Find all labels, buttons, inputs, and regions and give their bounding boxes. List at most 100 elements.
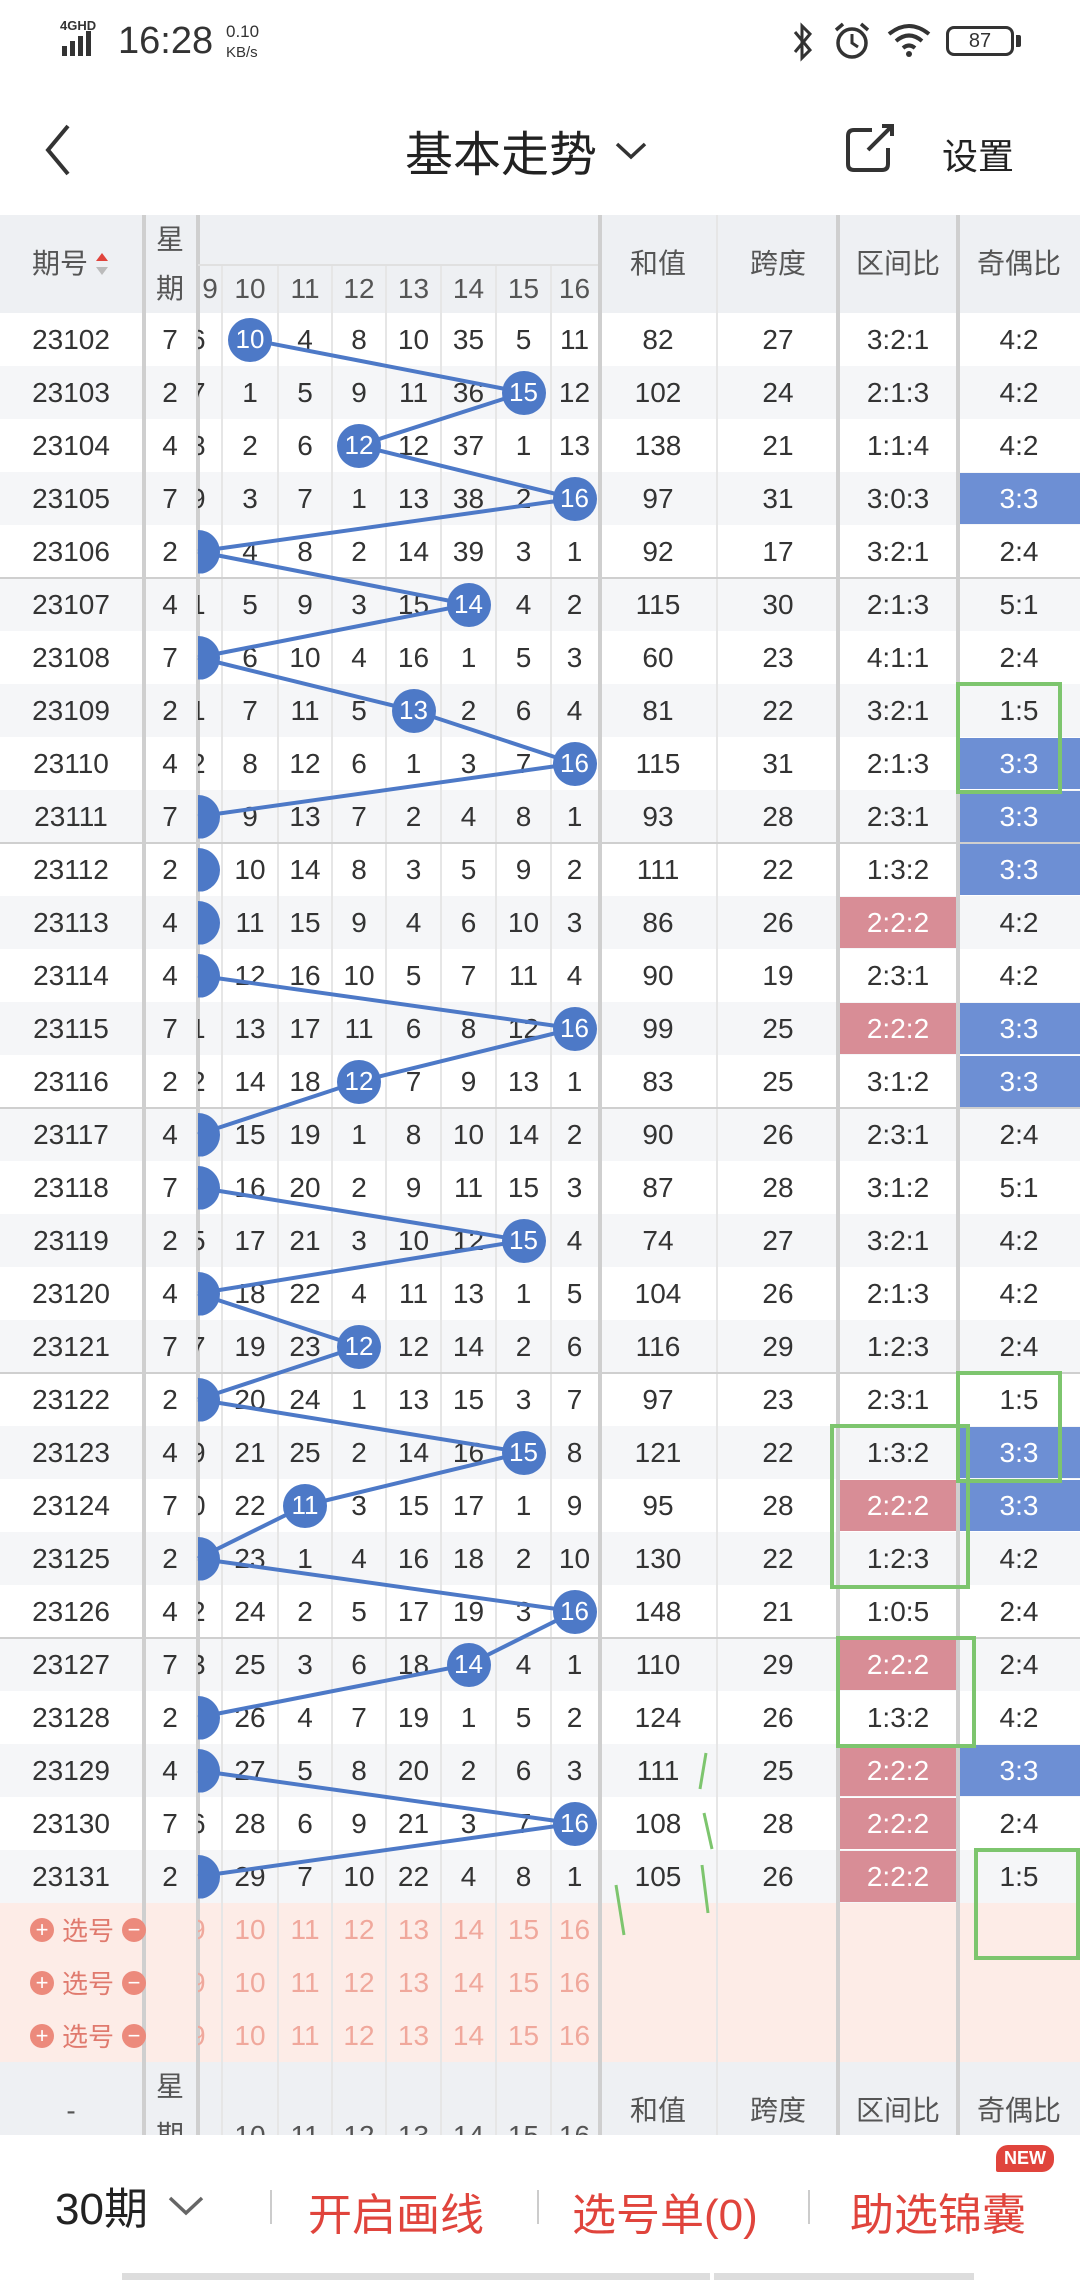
- number-cell: 10: [289, 641, 321, 673]
- number-header: 15: [507, 272, 540, 304]
- pick-number[interactable]: 13: [397, 1966, 430, 1998]
- parity-highlight: [960, 791, 1080, 842]
- number-cell: 2: [566, 1118, 583, 1150]
- number-ball: 16: [552, 1801, 597, 1846]
- interval-highlight: [840, 1851, 956, 1902]
- minus-icon[interactable]: −: [122, 1917, 147, 1942]
- period-label: 30期: [55, 2185, 148, 2234]
- plus-icon[interactable]: +: [30, 1970, 54, 1995]
- plus-icon[interactable]: +: [30, 1917, 54, 1942]
- parity-highlight: [960, 1480, 1080, 1531]
- pick-number[interactable]: 14: [452, 2019, 485, 2051]
- number-ball-partial: [198, 1271, 220, 1316]
- annotation-box: [956, 1371, 1062, 1483]
- pick-list-button[interactable]: 选号单(0): [572, 2191, 758, 2240]
- issue-cell: 23113: [33, 906, 109, 938]
- bluetooth-icon: [793, 22, 813, 62]
- pick-number[interactable]: 16: [558, 1913, 591, 1945]
- pick-number[interactable]: 13: [397, 1913, 430, 1945]
- number-cell: 2: [460, 694, 477, 726]
- annotation-box: [956, 682, 1062, 794]
- number-cell: 5: [515, 1701, 532, 1733]
- pick-number[interactable]: 15: [507, 2019, 540, 2051]
- pick-number[interactable]: 15: [507, 1913, 540, 1945]
- pick-number[interactable]: 11: [290, 1913, 320, 1945]
- number-cell: 6: [242, 641, 258, 673]
- share-icon[interactable]: [842, 120, 898, 176]
- week-cell: 2: [162, 1860, 178, 1892]
- span-cell: 19: [762, 959, 794, 991]
- issue-cell: 23124: [32, 1489, 110, 1521]
- number-cell: 7: [351, 1701, 367, 1733]
- plus-icon[interactable]: +: [30, 2023, 54, 2048]
- sum-cell: 93: [642, 800, 674, 832]
- pick-number[interactable]: 14: [452, 1966, 485, 1998]
- number-cell: 3: [566, 1171, 583, 1203]
- footer-interval-header: 区间比: [855, 2095, 940, 2126]
- number-ball: 16: [552, 476, 597, 521]
- interval-cell: 2:1:3: [866, 747, 930, 779]
- interval-cell: 2:1:3: [866, 376, 930, 408]
- pick-number[interactable]: 10: [234, 1966, 266, 1998]
- number-cell: 9: [351, 1807, 367, 1839]
- helper-button[interactable]: 助选锦囊: [850, 2191, 1026, 2240]
- number-cell: 9: [242, 800, 258, 832]
- pick-number[interactable]: 14: [452, 1913, 485, 1945]
- number-cell: 4: [515, 1648, 532, 1680]
- pick-number[interactable]: 16: [558, 2019, 591, 2051]
- number-cell: 4: [566, 1224, 583, 1256]
- number-cell: 25: [289, 1436, 321, 1468]
- number-ball: 13: [391, 688, 436, 733]
- sort-icon: [96, 253, 108, 275]
- number-cell: 13: [397, 1383, 430, 1415]
- minus-icon[interactable]: −: [122, 2023, 147, 2048]
- pick-row-control: + 选号 −: [30, 2009, 154, 2062]
- pick-number[interactable]: 10: [234, 1913, 266, 1945]
- span-cell: 30: [762, 588, 794, 620]
- number-cell: 12: [558, 376, 591, 408]
- back-icon[interactable]: [40, 122, 76, 178]
- pick-number[interactable]: 15: [507, 1966, 540, 1998]
- issue-header-label: 期号: [31, 248, 88, 279]
- draw-line-button[interactable]: 开启画线: [308, 2191, 484, 2240]
- number-cell: 17: [289, 1012, 321, 1044]
- number-cell: 8: [351, 1754, 367, 1786]
- span-cell: 31: [762, 747, 794, 779]
- pick-number[interactable]: 12: [343, 1913, 375, 1945]
- pick-number[interactable]: 12: [343, 1966, 375, 1998]
- week-cell: 4: [162, 747, 178, 779]
- issue-cell: 23123: [32, 1436, 110, 1468]
- pick-number[interactable]: 11: [290, 1966, 320, 1998]
- pick-number[interactable]: 11: [290, 2019, 320, 2051]
- issue-header[interactable]: 期号: [0, 215, 142, 313]
- number-cell: 37: [452, 429, 485, 461]
- issue-cell: 23102: [32, 323, 110, 355]
- number-cell: 6: [351, 1648, 367, 1680]
- number-cell: 4: [351, 1277, 367, 1309]
- number-ball: 16: [552, 741, 597, 786]
- number-cell: 11: [398, 376, 429, 408]
- pick-number[interactable]: 10: [234, 2019, 266, 2051]
- title-dropdown[interactable]: 基本走势: [405, 118, 649, 182]
- issue-cell: 23126: [32, 1595, 110, 1627]
- pick-row-control: + 选号 −: [30, 1956, 154, 2009]
- number-ball-partial: [198, 953, 220, 998]
- nav-bar: 基本走势 设置: [0, 90, 1080, 215]
- parity-cell: 3:3: [999, 1489, 1039, 1521]
- number-cell: 5: [515, 641, 532, 673]
- issue-cell: 23117: [33, 1118, 109, 1150]
- number-cell: 4: [297, 1701, 313, 1733]
- number-cell: 14: [234, 1065, 266, 1097]
- number-cell: 5: [242, 588, 258, 620]
- settings-button[interactable]: 设置: [942, 136, 1015, 177]
- pick-number[interactable]: 12: [343, 2019, 375, 2051]
- parity-cell: 3:3: [999, 800, 1039, 832]
- issue-cell: 23130: [32, 1807, 110, 1839]
- header-divider: [198, 264, 598, 266]
- interval-cell: 2:2:2: [866, 1754, 930, 1786]
- number-cell: 7: [515, 747, 532, 779]
- pick-number[interactable]: 16: [558, 1966, 591, 1998]
- period-selector[interactable]: 30期: [55, 2175, 206, 2235]
- minus-icon[interactable]: −: [122, 1970, 147, 1995]
- pick-number[interactable]: 13: [397, 2019, 430, 2051]
